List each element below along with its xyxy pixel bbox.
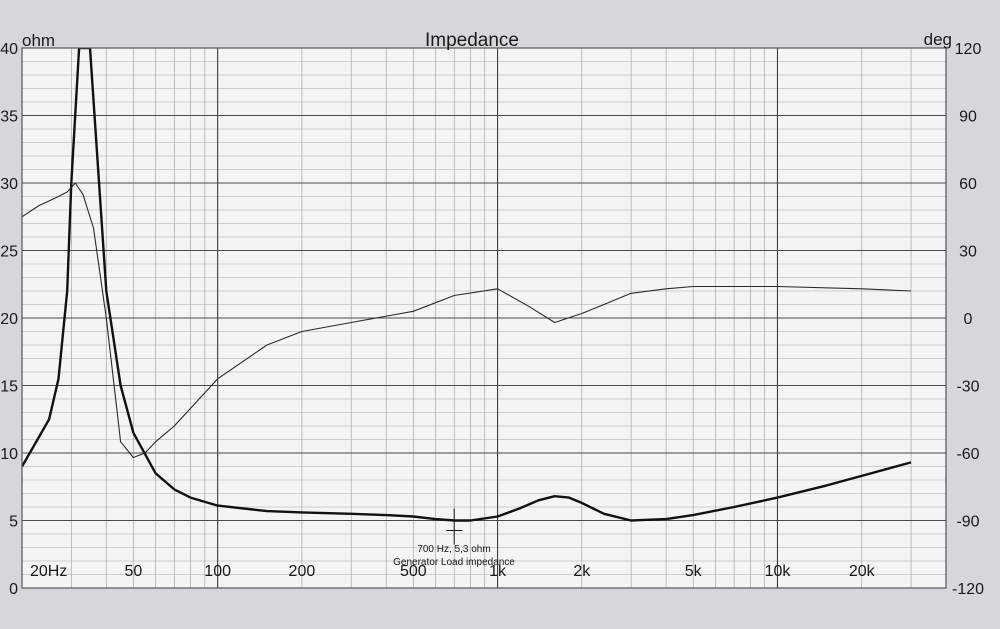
- y-left-tick-label: 20: [0, 311, 18, 328]
- x-tick-label: 10k: [765, 563, 792, 580]
- x-tick-label: 20Hz: [30, 563, 67, 580]
- impedance-magnitude-line: [22, 48, 912, 522]
- y-left-tick-label: 35: [0, 109, 18, 126]
- y-right-tick-label: 120: [955, 41, 982, 58]
- x-tick-label: 500: [400, 563, 427, 580]
- chart-title: Impedance: [425, 30, 519, 51]
- y-left-tick-label: 40: [0, 41, 18, 58]
- y-right-axis-label: deg: [924, 30, 952, 49]
- y-right-tick-labels: -120 -90 -60 -30 0 30 60 90 120: [952, 41, 984, 598]
- plot-frame: [21, 47, 947, 589]
- x-tick-labels: 20Hz 50 100 200 500 1k 2k 5k 10k 20k: [30, 563, 876, 580]
- series-layer: [22, 48, 912, 522]
- y-right-tick-label: -60: [956, 446, 979, 463]
- x-tick-label: 1k: [489, 563, 507, 580]
- impedance-phase-line: [22, 182, 912, 459]
- y-right-tick-label: 90: [959, 109, 977, 126]
- marker-annotation-line1: 700 Hz, 5,3 ohm: [417, 544, 490, 555]
- y-right-tick-label: 60: [959, 176, 977, 193]
- x-tick-label: 200: [289, 563, 316, 580]
- y-left-tick-label: 30: [0, 176, 18, 193]
- y-right-tick-label: -90: [956, 514, 979, 531]
- y-left-tick-label: 10: [0, 446, 18, 463]
- y-left-tick-label: 0: [9, 581, 18, 598]
- y-right-tick-label: -30: [956, 379, 979, 396]
- y-left-tick-label: 15: [0, 379, 18, 396]
- x-tick-label: 2k: [573, 563, 591, 580]
- y-left-tick-label: 25: [0, 244, 18, 261]
- y-left-axis-label: ohm: [22, 31, 55, 50]
- y-right-tick-label: 0: [964, 311, 973, 328]
- y-right-tick-label: -120: [952, 581, 984, 598]
- x-tick-label: 100: [204, 563, 231, 580]
- y-left-tick-labels: 0 5 10 15 20 25 30 35 40: [0, 41, 18, 598]
- x-tick-label: 20k: [849, 563, 876, 580]
- x-tick-label: 50: [124, 563, 142, 580]
- major-grid: [22, 48, 946, 588]
- y-right-tick-label: 30: [959, 244, 977, 261]
- y-left-tick-label: 5: [9, 514, 18, 531]
- marker-layer: [446, 508, 463, 545]
- x-tick-label: 5k: [685, 563, 703, 580]
- marker-annotation-line2: Generator Load impedance: [393, 557, 515, 568]
